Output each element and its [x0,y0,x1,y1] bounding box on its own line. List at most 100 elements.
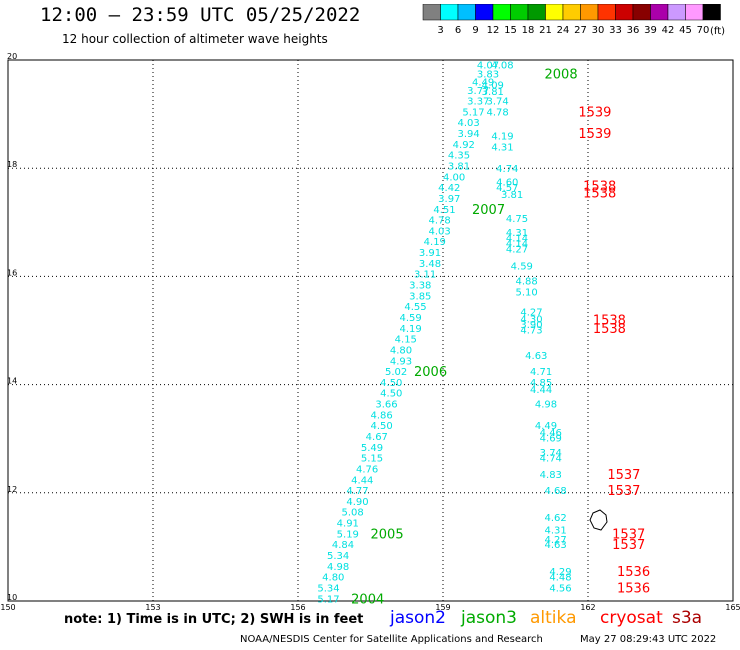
swh-value-label: 4.27 [506,244,528,255]
swh-value-label: 3.83 [477,70,499,81]
colorbar-tick-label: 9 [472,25,478,36]
swh-value-label: 5.19 [337,529,359,540]
pass-id-label: 1538 [593,322,626,337]
satellite-legend-item: s3a [672,608,703,628]
swh-value-label: 4.90 [346,497,368,508]
colorbar-tick-label: 21 [539,25,552,36]
swh-value-label: 3.74 [487,97,509,108]
colorbar-tick-label: 36 [627,25,640,36]
swh-value-label: 4.15 [395,335,417,346]
swh-value-label: 4.63 [545,540,567,551]
swh-value-label: 4.55 [404,302,426,313]
pass-id-label: 1538 [583,180,616,195]
swh-value-label: 5.49 [361,443,383,454]
colorbar-tick-label: 15 [504,25,517,36]
swh-value-label: 5.10 [516,288,538,299]
swh-value-label: 3.74 [540,448,562,459]
island-outline-icon [589,509,608,531]
swh-value-label: 4.27 [545,535,567,546]
swh-value-label: 4.85 [530,378,552,389]
swh-value-label: 3.81 [448,161,470,172]
swh-value-label: 4.91 [337,519,359,530]
swh-value-label: 4.49 [472,78,494,89]
swh-value-label: 4.19 [424,237,446,248]
colorbar-tick-label: 18 [522,25,535,36]
swh-value-label: 4.92 [453,140,475,151]
swh-value-label: 5.34 [327,551,349,562]
swh-value-label: 3.38 [409,281,431,292]
swh-value-label: 4.75 [506,214,528,225]
swh-value-label: 4.51 [433,205,455,216]
swh-value-label: 4.86 [371,410,393,421]
swh-value-label: 4.80 [390,345,412,356]
swh-value-label: 4.35 [448,151,470,162]
y-tick-label: 18 [7,160,17,169]
satellite-legend-item: jason2 [390,608,446,628]
pass-id-label: 2007 [472,203,505,218]
swh-value-label: 4.62 [545,513,567,524]
y-tick-label: 10 [7,593,17,602]
y-tick-label: 14 [7,377,17,386]
swh-value-label: 3.90 [520,320,542,331]
colorbar-tick-label: 33 [609,25,622,36]
swh-value-label: 4.78 [487,107,509,118]
x-tick-label: 153 [145,603,160,612]
swh-value-label: 5.15 [361,454,383,465]
pass-id-label: 1539 [578,105,611,120]
swh-value-label: 4.67 [366,432,388,443]
swh-value-label: 4.73 [520,325,542,336]
x-tick-label: 159 [435,603,450,612]
x-tick-label: 165 [725,603,740,612]
colorbar-swatch [702,4,721,21]
colorbar-tick-label: 3 [437,25,443,36]
swh-value-label: 4.74 [540,454,562,465]
x-tick-label: 150 [0,603,15,612]
swh-value-label: 4.57 [496,183,518,194]
swh-value-label: 4.84 [332,540,354,551]
colorbar-tick-label: 70 [697,25,710,36]
pass-id-label: 2005 [371,527,404,542]
swh-value-label: 3.81 [501,190,523,201]
satellite-legend-item: jason3 [461,608,517,628]
pass-id-label: 2004 [351,592,384,607]
swh-value-label: 4.88 [516,277,538,288]
colorbar-legend: 3 6 9 12 15 18 21 24 27 30 33 36 39 42 45 70 (ft) [422,4,725,37]
colorbar-tick-label: 39 [644,25,657,36]
satellite-legend-item: altika [530,608,577,628]
pass-id-label: 2006 [414,365,447,380]
swh-value-label: 4.19 [491,132,513,143]
y-tick-label: 20 [7,52,17,61]
swh-value-label: 4.63 [525,351,547,362]
swh-value-label: 4.69 [540,434,562,445]
swh-value-label: 4.71 [530,367,552,378]
pass-id-label: 1536 [617,565,650,580]
swh-value-label: 4.29 [549,567,571,578]
swh-value-label: 5.08 [342,508,364,519]
chart-title: 12:00 – 23:59 UTC 05/25/2022 [40,4,361,26]
swh-value-label: 4.31 [491,143,513,154]
swh-value-label: 3.81 [482,87,504,98]
swh-value-label: 4.59 [511,262,533,273]
swh-value-label: 3.97 [438,194,460,205]
swh-value-label: 4.03 [429,226,451,237]
swh-value-label: 4.98 [535,400,557,411]
colorbar-tick-label: 27 [574,25,587,36]
swh-value-label: 3.91 [419,248,441,259]
pass-id-label: 1537 [612,538,645,553]
gridlines [7,59,734,602]
y-tick-label: 16 [7,268,17,277]
swh-value-label: 4.50 [380,378,402,389]
pass-id-label: 1539 [578,127,611,142]
satellite-legend-item: cryosat [600,608,663,628]
x-tick-label: 162 [580,603,595,612]
swh-value-label: 4.00 [443,172,465,183]
swh-value-label: 5.02 [385,367,407,378]
swh-value-label: 3.11 [414,270,436,281]
swh-value-label: 3.77 [467,86,489,97]
colorbar-tick-label: 30 [592,25,605,36]
pass-id-label: 1537 [612,527,645,542]
swh-value-label: 4.31 [506,228,528,239]
swh-value-label: 4.49 [535,421,557,432]
pass-id-label: 1537 [607,484,640,499]
